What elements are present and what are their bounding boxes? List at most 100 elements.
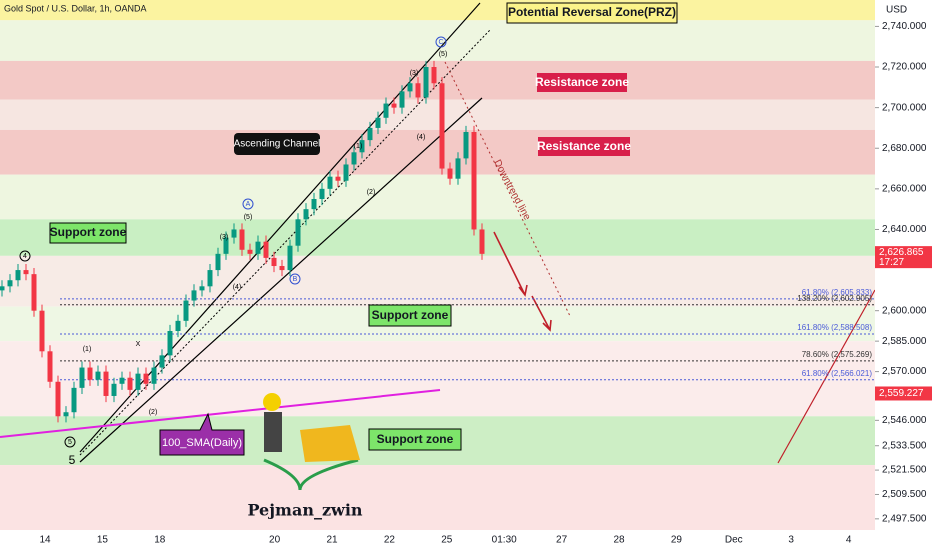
x-tick-label: 4 (846, 535, 852, 546)
zone (0, 465, 875, 530)
wave-label: 5 (68, 439, 72, 446)
support-box (49, 222, 127, 244)
x-tick-label: 28 (613, 535, 625, 546)
wave-label: (2) (149, 409, 158, 416)
fib-label: 61.80% (2,566.021) (802, 369, 873, 378)
sma-box (159, 412, 245, 456)
fib-label: 61.80% (2,605.833) (802, 288, 873, 297)
candle-body (95, 371, 101, 380)
y-tick-label: 2,585.000 (882, 336, 927, 347)
y-tick-label: 2,740.000 (882, 21, 927, 32)
x-tick-label: 22 (384, 535, 396, 546)
logo-gold (300, 425, 360, 462)
candle-body (63, 412, 69, 417)
support-label: Support zone (377, 432, 454, 446)
candle-body (311, 199, 317, 210)
candle-body (479, 229, 485, 254)
candle-body (103, 371, 109, 396)
candle-body (263, 241, 269, 258)
candle-body (399, 91, 405, 108)
price-axis (875, 0, 932, 550)
candle-body (119, 377, 125, 384)
candle-body (71, 387, 77, 413)
candle-body (455, 158, 461, 179)
candle-body (255, 241, 261, 254)
wave-label: 5 (69, 453, 76, 467)
candle-body (143, 373, 149, 384)
candle-body (359, 140, 365, 153)
wave-label: (1) (83, 346, 92, 353)
channel-box (234, 133, 320, 155)
wave-circle (289, 273, 301, 285)
author: Pejman_zwin (247, 501, 362, 520)
channel-lower (79, 97, 483, 463)
x-tick-label: 18 (154, 535, 166, 546)
candle-body (191, 290, 197, 301)
zone (0, 219, 875, 256)
candle-body (231, 229, 237, 238)
x-tick-label: 14 (39, 535, 51, 546)
arrows (493, 231, 552, 332)
support-label: Support zone (50, 225, 127, 239)
candle-body (407, 83, 413, 92)
x-tick-label: 15 (97, 535, 109, 546)
logo-body (264, 412, 282, 452)
candle-body (415, 83, 421, 98)
y-tick-label: 2,497.500 (882, 513, 927, 524)
x-tick-label: 25 (441, 535, 453, 546)
y-tick-label: 2,546.000 (882, 415, 927, 426)
prz-box (506, 2, 678, 24)
candle-body (47, 351, 53, 382)
candle-body (207, 270, 213, 287)
sma-tag-label: 2,559.227 (879, 388, 924, 399)
res-box (538, 137, 630, 156)
sma-tag (875, 386, 932, 401)
candle-body (0, 286, 5, 291)
currency: USD (886, 5, 907, 16)
x-tick-label: 21 (326, 535, 338, 546)
zone (0, 129, 875, 175)
x-tick-label: 01:30 (492, 535, 517, 546)
res-label: Resistance zone (537, 139, 631, 153)
y-tick-label: 2,660.000 (882, 183, 927, 194)
candle-body (447, 168, 453, 179)
wave-label: (2) (367, 189, 376, 196)
y-tick-label: 2,570.000 (882, 366, 927, 377)
support-box (368, 304, 452, 327)
fib-label: 138.20% (2,602.905) (797, 294, 872, 303)
y-tick-label: 2,680.000 (882, 143, 927, 154)
zone (0, 99, 875, 130)
candle-body (87, 367, 93, 380)
wave-label: 4 (23, 253, 27, 260)
candle-body (271, 257, 277, 267)
candle-body (79, 367, 85, 388)
candle-body (343, 164, 349, 181)
zone (0, 255, 875, 307)
candle-body (423, 67, 429, 98)
time-axis (0, 530, 875, 550)
channel-mid (79, 29, 491, 456)
candle-body (295, 219, 301, 246)
candle-body (431, 67, 437, 84)
candle-body (167, 330, 173, 356)
candle-body (199, 286, 205, 291)
candle-body (391, 103, 397, 108)
wave-label: (4) (417, 134, 426, 141)
candle-body (287, 245, 293, 271)
logo-ribbon (263, 458, 359, 491)
candle-body (367, 127, 373, 141)
support-box (368, 428, 462, 451)
candle-body (471, 131, 477, 230)
trend-line (777, 289, 876, 464)
res-box (537, 73, 627, 92)
x-tick-label: Dec (725, 535, 743, 546)
wave-label: (4) (233, 284, 242, 291)
candle-body (135, 373, 141, 390)
wave-label: (5) (439, 51, 448, 58)
x-tick-label: 29 (671, 535, 683, 546)
candle-body (279, 266, 285, 271)
y-tick-label: 2,533.500 (882, 440, 927, 451)
sma-line (0, 389, 441, 438)
y-tick-label: 2,700.000 (882, 102, 927, 113)
